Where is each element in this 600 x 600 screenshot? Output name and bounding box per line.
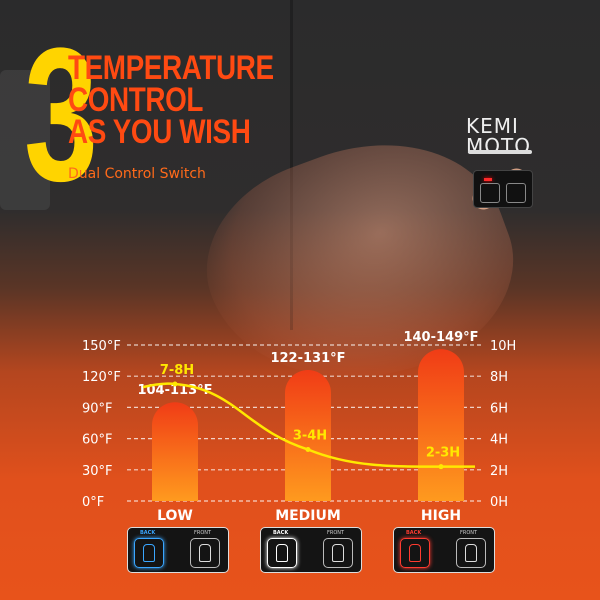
front-heat-button: [323, 538, 353, 568]
front-vest-icon: [199, 544, 211, 562]
y-tick-left: 120°F: [82, 370, 121, 385]
y-tick-right: 0H: [490, 495, 508, 510]
back-vest-icon: [409, 544, 421, 562]
runtime-label: 3-4H: [293, 429, 327, 444]
back-heat-button: [400, 538, 430, 568]
x-tick-label: MEDIUM: [275, 508, 341, 524]
control-panel-low: BACK FRONT: [127, 527, 229, 573]
x-tick-label: HIGH: [421, 508, 461, 524]
bar: [152, 402, 198, 501]
back-button-icon: [480, 183, 500, 203]
front-label: FRONT: [327, 530, 345, 536]
runtime-line: [142, 382, 475, 468]
bar: [418, 349, 465, 501]
runtime-point: [172, 381, 178, 387]
y-tick-right: 10H: [490, 339, 516, 354]
y-tick-right: 4H: [490, 433, 508, 448]
y-tick-left: 0°F: [82, 495, 104, 510]
front-label: FRONT: [460, 530, 478, 536]
headline-line: TEMPERATURE: [68, 49, 274, 87]
y-tick-left: 90°F: [82, 401, 113, 416]
front-button-icon: [506, 183, 526, 203]
front-heat-button: [456, 538, 486, 568]
front-label: FRONT: [194, 530, 212, 536]
x-tick-label: LOW: [157, 508, 193, 524]
back-heat-button: [267, 538, 297, 568]
y-tick-right: 6H: [490, 401, 508, 416]
y-tick-right: 8H: [490, 370, 508, 385]
back-label: BACK: [273, 530, 289, 536]
bar-data-label: 140-149°F: [403, 330, 478, 345]
velcro-patch: [0, 70, 50, 210]
back-vest-icon: [143, 544, 155, 562]
back-heat-button: [134, 538, 164, 568]
runtime-label: 2-3H: [426, 446, 460, 461]
runtime-point: [438, 464, 444, 470]
front-vest-icon: [465, 544, 477, 562]
runtime-label: 7-8H: [160, 363, 194, 378]
control-panel-high: BACK FRONT: [393, 527, 495, 573]
jacket-control-switch: [473, 170, 533, 208]
bar-data-label: 122-131°F: [270, 351, 345, 366]
y-tick-right: 2H: [490, 464, 508, 479]
logo-swoosh: [468, 150, 532, 154]
headline-line: CONTROL: [68, 81, 203, 119]
y-tick-left: 30°F: [82, 464, 113, 479]
headline-line: AS YOU WISH: [68, 113, 251, 151]
back-label: BACK: [140, 530, 156, 536]
y-tick-left: 150°F: [82, 339, 121, 354]
subtitle: Dual Control Switch: [68, 166, 206, 182]
control-panel-medium: BACK FRONT: [260, 527, 362, 573]
logo-line: KEMI: [466, 114, 519, 138]
bar: [285, 369, 331, 501]
runtime-point: [305, 447, 311, 453]
front-heat-button: [190, 538, 220, 568]
jacket-zipper: [290, 0, 293, 330]
headline: TEMPERATURE CONTROL AS YOU WISH: [68, 49, 274, 151]
back-vest-icon: [276, 544, 288, 562]
front-vest-icon: [332, 544, 344, 562]
back-label: BACK: [406, 530, 422, 536]
led-indicator: [484, 178, 492, 181]
y-tick-left: 60°F: [82, 433, 113, 448]
headline-number: 3: [24, 9, 98, 221]
